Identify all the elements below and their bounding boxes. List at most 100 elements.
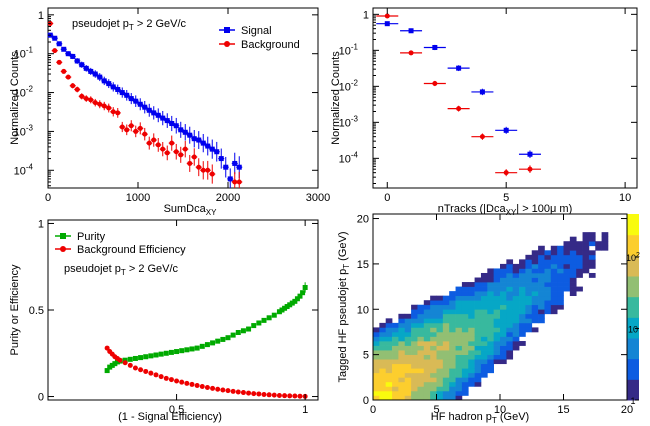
heatmap-cell bbox=[506, 341, 514, 346]
heatmap-cell bbox=[430, 322, 437, 328]
y-tick-label: 20 bbox=[357, 214, 369, 226]
y-axis-label: Normalized Counts bbox=[9, 51, 21, 145]
heatmap-cell bbox=[423, 331, 431, 337]
x-tick-label: 15 bbox=[557, 404, 569, 416]
heatmap-cell bbox=[379, 331, 387, 337]
heatmap-cell bbox=[506, 327, 514, 333]
heatmap-cell bbox=[525, 268, 533, 274]
heatmap-cell bbox=[423, 386, 431, 392]
signal-point bbox=[178, 127, 184, 133]
y-tick-label: 10-3 bbox=[339, 114, 359, 129]
heatmap-cell bbox=[385, 363, 393, 369]
heatmap-cell bbox=[557, 245, 564, 251]
purity-point bbox=[287, 302, 293, 308]
heatmap-cell bbox=[544, 309, 552, 315]
heatmap-cell bbox=[385, 331, 393, 337]
heatmap-cell bbox=[512, 345, 520, 351]
heatmap-cell bbox=[487, 331, 494, 337]
colorbar-segment bbox=[627, 234, 639, 256]
background-efficiency-point bbox=[138, 367, 144, 373]
heatmap-cell bbox=[563, 286, 571, 292]
heatmap-cell bbox=[423, 318, 431, 324]
heatmap-cell bbox=[455, 291, 463, 297]
background-point bbox=[88, 97, 94, 103]
heatmap-cell bbox=[385, 345, 393, 351]
heatmap-cell bbox=[500, 263, 507, 269]
purity-point bbox=[189, 346, 195, 352]
heatmap-cell bbox=[576, 268, 583, 274]
plot-frame bbox=[372, 7, 638, 189]
heatmap-cell bbox=[417, 395, 425, 401]
heatmap-cell bbox=[525, 254, 533, 260]
heatmap-cell bbox=[430, 345, 437, 351]
heatmap-cell bbox=[385, 354, 393, 360]
signal-point bbox=[74, 58, 80, 64]
heatmap-cell bbox=[519, 295, 526, 301]
signal-point bbox=[187, 132, 193, 138]
panel-ntracks: 0 5 10 10-4 10-3 10-2 10-1 1 nTracks (|DcaXY| >… bbox=[330, 7, 638, 217]
heatmap-cell bbox=[595, 245, 602, 251]
background-point bbox=[236, 179, 242, 185]
heatmap-cell bbox=[569, 272, 577, 278]
annotation-text: pseudojet pT > 2 GeV/c bbox=[64, 263, 179, 277]
background-point bbox=[191, 154, 197, 160]
heatmap-cell bbox=[442, 309, 450, 315]
purity-point bbox=[148, 353, 154, 359]
background-efficiency-point bbox=[163, 375, 169, 381]
heatmap-cell bbox=[576, 259, 583, 265]
heatmap-cell bbox=[563, 263, 571, 269]
heatmap-cell bbox=[436, 354, 444, 360]
y-tick-label: 1 bbox=[363, 9, 369, 21]
purity-point bbox=[251, 323, 257, 329]
heatmap-cell bbox=[373, 381, 380, 387]
legend-marker-signal bbox=[224, 27, 230, 33]
series-1-point bbox=[503, 170, 509, 176]
heatmap-cell bbox=[601, 232, 609, 238]
signal-point bbox=[128, 96, 134, 102]
heatmap-cell bbox=[404, 350, 412, 355]
heatmap-cell bbox=[487, 309, 494, 315]
heatmap-cell bbox=[385, 327, 393, 333]
heatmap-cell bbox=[423, 363, 431, 369]
heatmap-cell bbox=[474, 291, 482, 297]
signal-point bbox=[56, 41, 62, 47]
heatmap-cell bbox=[531, 318, 539, 324]
heatmap-cell bbox=[569, 259, 577, 265]
heatmap-cell bbox=[557, 263, 564, 269]
heatmap-cell bbox=[436, 327, 444, 333]
heatmap-cell bbox=[506, 354, 514, 360]
heatmap-cell bbox=[512, 313, 520, 319]
heatmap-cell bbox=[525, 318, 533, 324]
background-point bbox=[151, 137, 157, 143]
heatmap-cell bbox=[398, 368, 406, 374]
heatmap-cell bbox=[455, 381, 463, 387]
heatmap-cell bbox=[500, 336, 507, 342]
legend-label-signal: Signal bbox=[241, 25, 272, 37]
heatmap-cell bbox=[550, 263, 558, 269]
heatmap-cell bbox=[392, 336, 399, 342]
heatmap-cell bbox=[398, 313, 406, 319]
heatmap-cell bbox=[493, 345, 501, 351]
heatmap-cell bbox=[392, 350, 399, 355]
heatmap-cell bbox=[411, 304, 418, 310]
heatmap-cell bbox=[506, 286, 514, 292]
x-axis-label: nTracks (|DcaXY| > 100μ m) bbox=[438, 203, 573, 217]
heatmap-cell bbox=[506, 336, 514, 342]
signal-point bbox=[124, 92, 130, 98]
heatmap-cell bbox=[442, 354, 450, 360]
heatmap-cell bbox=[411, 372, 418, 378]
heatmap-cell bbox=[512, 318, 520, 324]
y-tick-label: 15 bbox=[357, 259, 369, 271]
heatmap-cell bbox=[474, 381, 482, 387]
purity-point bbox=[276, 309, 282, 315]
background-efficiency-point bbox=[132, 365, 138, 371]
heatmap-cell bbox=[519, 259, 526, 265]
y-tick-label: 0.5 bbox=[29, 305, 44, 317]
y-tick-label: 10 bbox=[357, 304, 369, 316]
heatmap-cell bbox=[461, 386, 469, 392]
heatmap-cell bbox=[392, 377, 399, 383]
heatmap-cell bbox=[512, 336, 520, 342]
heatmap-cell bbox=[538, 318, 545, 324]
heatmap-cell bbox=[506, 295, 514, 301]
heatmap-cell bbox=[500, 277, 507, 283]
